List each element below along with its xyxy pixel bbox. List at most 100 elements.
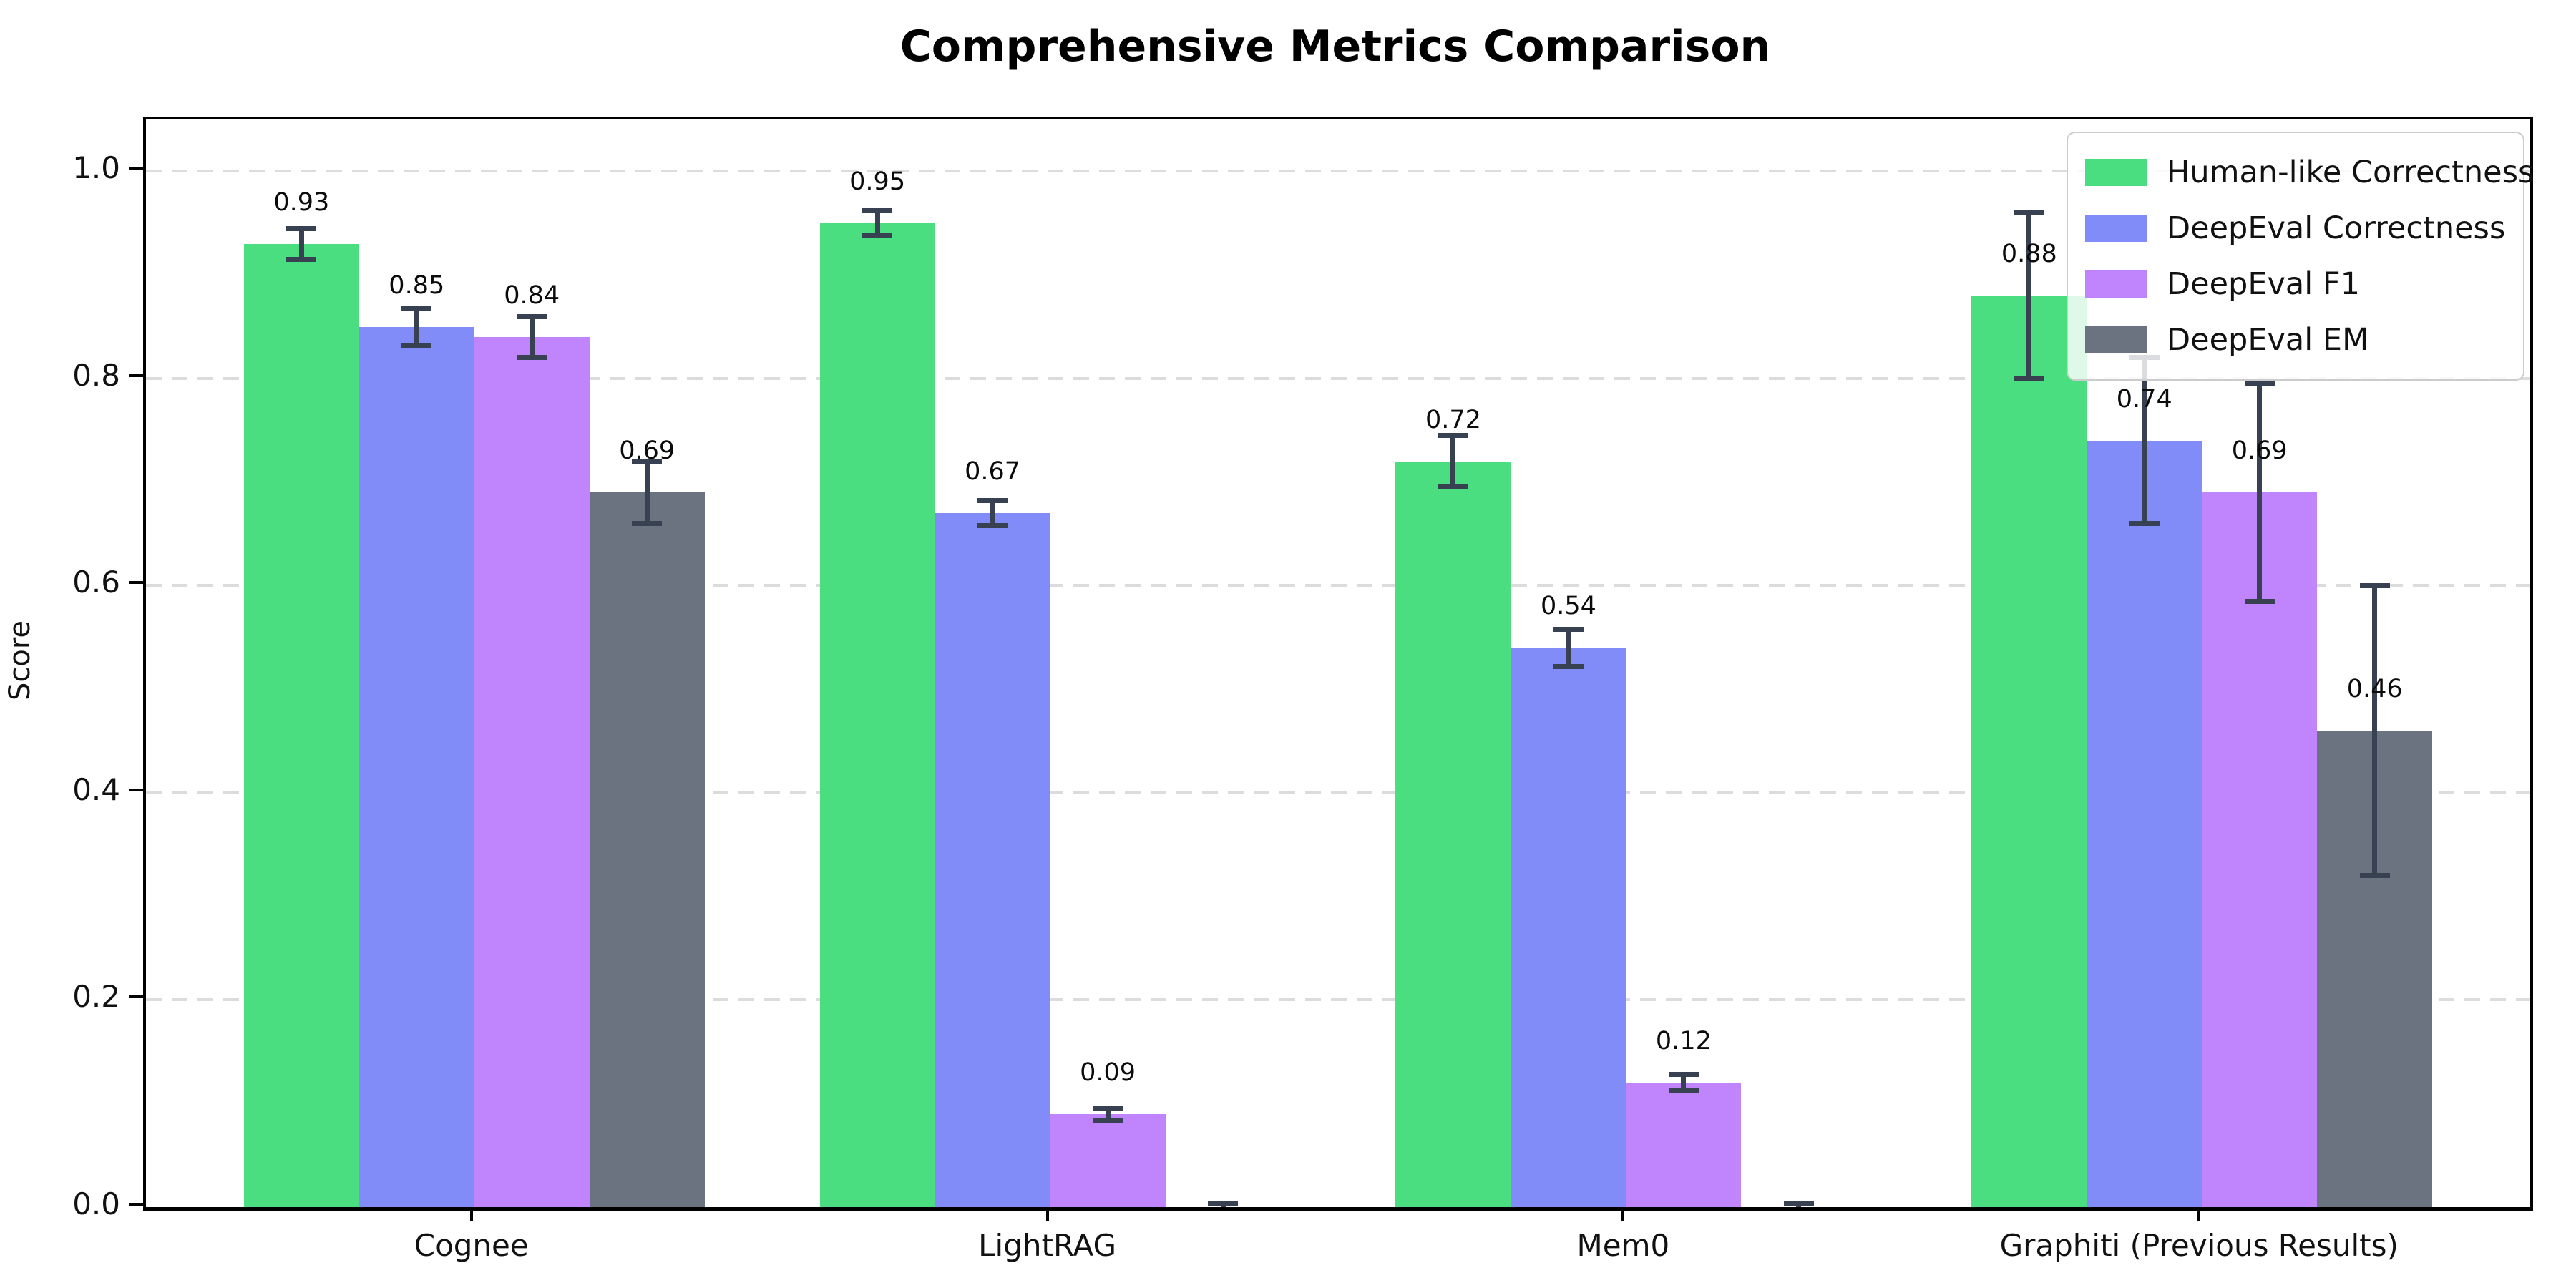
bar-value-label: 0.95: [849, 167, 906, 196]
error-bar-cap: [1438, 433, 1468, 439]
legend-item: Human-like Correctness: [2085, 145, 2534, 200]
bar: [243, 243, 359, 1207]
error-bar-cap: [401, 305, 432, 311]
y-tick-label: 0.8: [72, 357, 120, 393]
error-bar: [2026, 213, 2032, 379]
legend-label: DeepEval Correctness: [2167, 210, 2506, 246]
bar-value-label: 0.69: [619, 436, 675, 466]
error-bar-cap: [977, 498, 1008, 504]
error-bar-cap: [286, 225, 317, 231]
error-bar-cap: [2359, 873, 2390, 879]
error-bar: [2257, 384, 2263, 602]
error-bar: [1105, 1108, 1111, 1121]
legend-item: DeepEval F1: [2085, 256, 2523, 312]
bar-value-label: 0.46: [2346, 675, 2403, 704]
x-tick-mark: [2197, 1209, 2201, 1221]
error-bar: [874, 210, 880, 236]
bar-value-label: 0.69: [2231, 436, 2288, 466]
legend-label: DeepEval EM: [2167, 322, 2369, 358]
bar: [474, 337, 590, 1207]
bar: [935, 513, 1050, 1207]
error-bar-cap: [517, 355, 547, 361]
error-bar-cap: [1783, 1200, 1814, 1206]
bar: [1971, 296, 2087, 1207]
bar-value-label: 0.84: [504, 281, 560, 310]
error-bar-cap: [862, 233, 893, 238]
bar-value-label: 0.54: [1540, 592, 1596, 621]
gridline-1.0: [146, 170, 2530, 173]
error-bar: [2142, 357, 2147, 524]
error-bar-cap: [286, 256, 317, 262]
bar: [1395, 461, 1511, 1207]
bar-value-label: 0.12: [1655, 1027, 1712, 1056]
y-tick-mark: [129, 995, 143, 999]
error-bar-cap: [2244, 381, 2275, 386]
bar: [2202, 492, 2318, 1207]
error-bar-cap: [1208, 1200, 1239, 1206]
error-bar: [2372, 585, 2378, 876]
y-tick-label: 0.6: [72, 565, 120, 600]
legend-swatch: [2085, 215, 2147, 242]
y-tick-mark: [129, 1203, 143, 1206]
error-bar: [990, 500, 995, 526]
y-tick-mark: [129, 788, 143, 791]
x-tick-label: LightRAG: [978, 1228, 1116, 1263]
error-bar-cap: [1093, 1105, 1123, 1111]
chart-title: Comprehensive Metrics Comparison: [899, 21, 1771, 72]
legend: Human-like Correctness DeepEval Correctne…: [2067, 132, 2534, 381]
error-bar: [1450, 435, 1456, 487]
bar: [819, 223, 935, 1207]
error-bar-cap: [2129, 521, 2160, 527]
error-bar: [414, 308, 419, 346]
error-bar-cap: [517, 313, 547, 319]
error-bar-cap: [1668, 1072, 1699, 1078]
error-bar-cap: [977, 522, 1008, 528]
error-bar: [529, 316, 535, 358]
x-tick-mark: [1045, 1209, 1049, 1221]
y-tick-mark: [129, 167, 143, 170]
error-bar-cap: [862, 208, 893, 213]
error-bar: [644, 461, 650, 524]
bar-value-label: 0.67: [965, 457, 1021, 487]
error-bar-cap: [2014, 210, 2044, 215]
legend-swatch: [2085, 270, 2147, 298]
gridline-0.2: [146, 998, 2530, 1002]
gridline-0.4: [146, 791, 2530, 794]
legend-item: DeepEval Correctness: [2085, 200, 2523, 256]
y-tick-mark: [129, 581, 143, 585]
bar: [1626, 1083, 1742, 1207]
gridline-0.8: [146, 376, 2530, 380]
error-bar-cap: [1668, 1088, 1699, 1094]
legend-label: DeepEval F1: [2167, 266, 2360, 302]
bar-value-label: 0.74: [2116, 384, 2172, 414]
error-bar: [1566, 629, 1571, 667]
error-bar-cap: [1784, 1209, 1814, 1211]
x-tick-label: Graphiti (Previous Results): [1999, 1228, 2399, 1263]
x-tick-label: Cognee: [414, 1228, 529, 1263]
error-bar-cap: [2244, 598, 2275, 604]
bar-value-label: 0.09: [1080, 1058, 1136, 1087]
legend-item: DeepEval EM: [2085, 312, 2523, 368]
bar: [589, 492, 705, 1207]
bar-value-label: 0.72: [1425, 405, 1481, 434]
bar: [1050, 1113, 1166, 1207]
error-bar: [298, 228, 304, 260]
y-tick-label: 0.0: [72, 1186, 120, 1221]
x-tick-mark: [469, 1209, 473, 1221]
error-bar-cap: [632, 521, 663, 527]
y-tick-label: 1.0: [72, 150, 120, 186]
y-tick-mark: [129, 374, 143, 377]
legend-swatch: [2085, 326, 2147, 353]
error-bar-cap: [2014, 376, 2044, 381]
y-tick-label: 0.2: [72, 979, 120, 1015]
error-bar-cap: [1438, 484, 1468, 490]
error-bar: [1681, 1074, 1687, 1091]
bar: [2087, 440, 2202, 1207]
error-bar-cap: [1208, 1209, 1238, 1211]
bar: [1511, 648, 1626, 1207]
bar: [358, 326, 474, 1207]
bar-value-label: 0.88: [2001, 240, 2057, 269]
legend-swatch: [2085, 159, 2147, 186]
error-bar-cap: [1553, 626, 1584, 632]
